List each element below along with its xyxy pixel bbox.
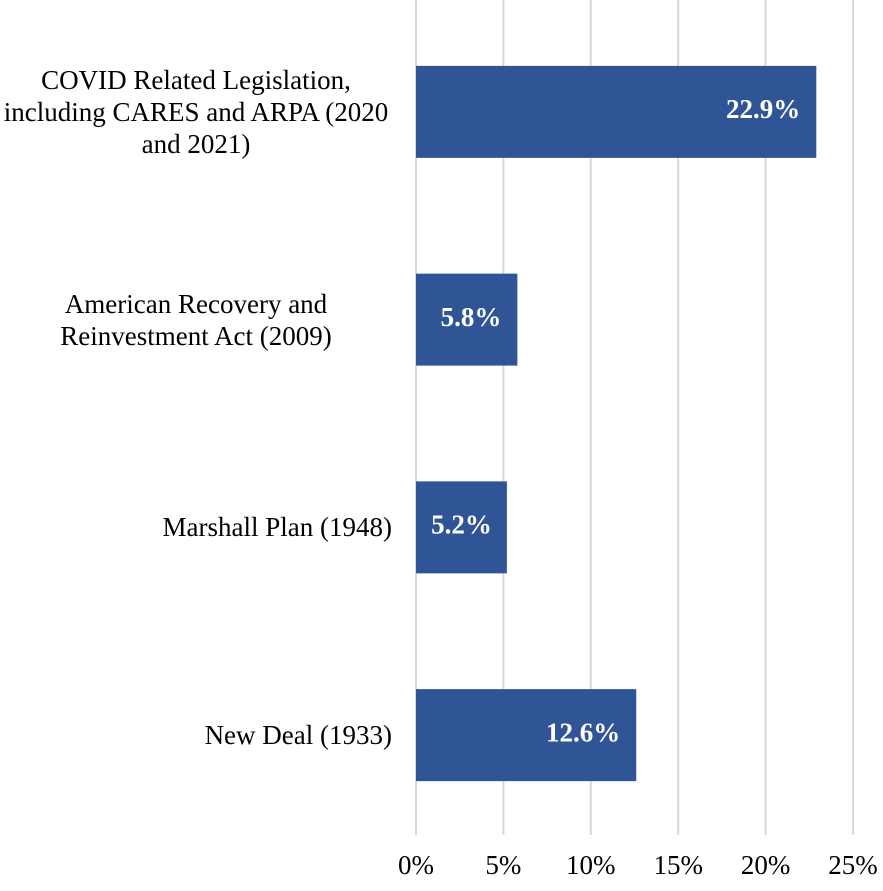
y-tick-label: Marshall Plan (1948) — [162, 512, 392, 543]
y-tick-label: COVID Related Legislation, including CAR… — [3, 64, 389, 159]
category-label-box: American Recovery and Reinvestment Act (… — [0, 216, 392, 424]
y-tick-label: American Recovery and Reinvestment Act (… — [60, 288, 332, 351]
x-tick-label: 20% — [741, 850, 791, 880]
value-label: 5.8% — [441, 302, 502, 332]
value-label: 22.9% — [726, 94, 800, 124]
value-label: 12.6% — [546, 717, 620, 747]
category-label-box: New Deal (1933) — [0, 631, 392, 839]
category-label-box: Marshall Plan (1948) — [0, 424, 392, 632]
x-tick-label: 0% — [398, 850, 434, 880]
bar — [416, 273, 518, 366]
x-tick-label: 5% — [485, 850, 521, 880]
y-tick-label: New Deal (1933) — [204, 720, 392, 751]
bar — [416, 65, 817, 158]
x-tick-label: 10% — [566, 850, 616, 880]
x-tick-label: 15% — [653, 850, 703, 880]
bar — [416, 481, 507, 574]
value-label: 5.2% — [431, 510, 492, 540]
x-tick-label: 25% — [828, 850, 878, 880]
bar — [416, 689, 637, 782]
category-label-box: COVID Related Legislation, including CAR… — [0, 8, 392, 216]
